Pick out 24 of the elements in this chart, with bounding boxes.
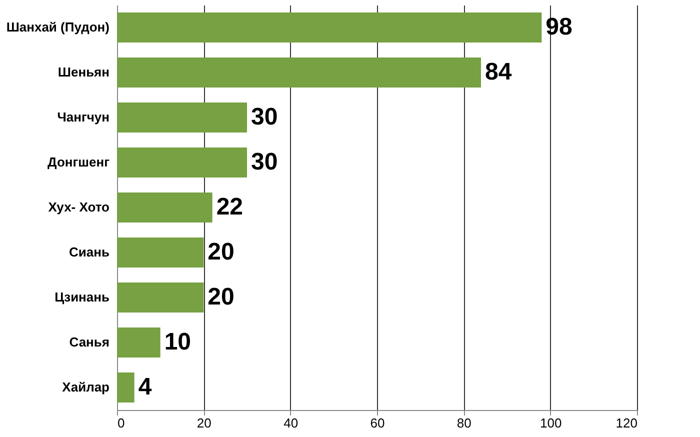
y-tick-label: Шеньян: [58, 64, 110, 80]
data-label: 22: [216, 194, 244, 220]
y-tick-label: Санья: [69, 334, 110, 350]
data-label: 84: [485, 58, 512, 86]
x-tick-label: 80: [456, 416, 472, 430]
x-tick-label: 120: [616, 416, 638, 430]
y-tick-label: Донгшенг: [48, 154, 110, 170]
data-label: 4: [138, 374, 152, 400]
data-label: 20: [208, 284, 234, 310]
data-label: 30: [251, 104, 278, 130]
y-tick-label: Шанхай (Пудон): [6, 20, 110, 34]
x-tick-label: 0: [118, 416, 125, 430]
y-tick-label: Сиань: [69, 244, 110, 260]
y-tick-label: Хайлар: [62, 380, 110, 394]
y-tick-label: Цзинань: [54, 290, 110, 304]
x-tick-label: 40: [284, 416, 298, 430]
data-label: 30: [251, 148, 278, 176]
x-tick-label: 100: [540, 416, 562, 430]
x-tick-label: 20: [196, 416, 212, 430]
y-tick-label: Чангчун: [57, 110, 110, 124]
data-label: 20: [208, 238, 234, 266]
x-tick-label: 60: [370, 416, 385, 430]
data-label: 10: [164, 328, 192, 356]
y-tick-label: Хух- Хото: [48, 200, 110, 214]
